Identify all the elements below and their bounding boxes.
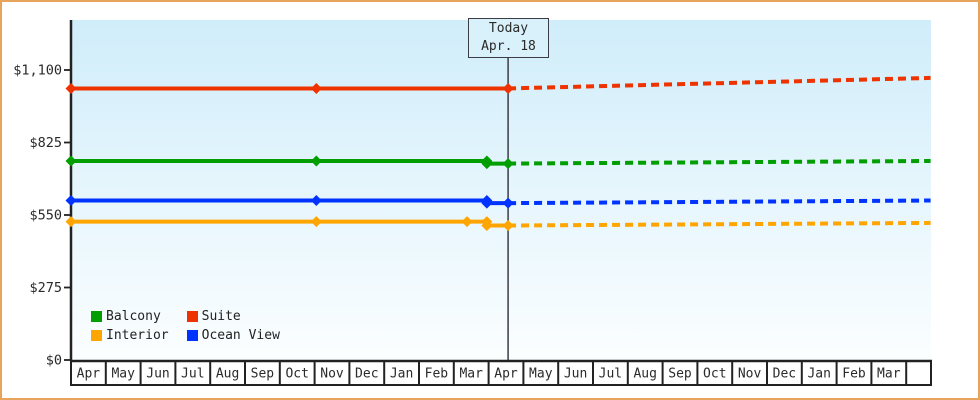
month-label: Mar bbox=[459, 367, 483, 382]
month-label: Oct bbox=[285, 367, 308, 382]
month-label: Feb bbox=[842, 367, 866, 382]
month-label: Jul bbox=[181, 367, 204, 382]
x-axis: Apr May Jun Jul Aug Sep Oct Nov Dec Jan Feb Mar Apr M… bbox=[70, 359, 932, 386]
month-label: Dec bbox=[355, 367, 378, 382]
data-point-diamond bbox=[310, 195, 322, 206]
legend-label-ocean-view: Ocean View bbox=[201, 328, 280, 343]
month-label: May bbox=[529, 367, 553, 382]
series-ocean-view bbox=[65, 195, 931, 209]
data-point-diamond bbox=[502, 158, 514, 170]
data-point-diamond bbox=[481, 220, 493, 232]
data-point-diamond bbox=[502, 197, 514, 209]
series-suite bbox=[65, 75, 931, 94]
month-label: Sep bbox=[251, 367, 275, 382]
legend: Balcony Suite Interior Ocean View bbox=[91, 309, 280, 343]
month-label: Dec bbox=[773, 367, 796, 382]
y-tick-label: $825 bbox=[29, 135, 62, 151]
month-label: Aug bbox=[633, 367, 656, 382]
month-label: Nov bbox=[320, 367, 344, 382]
suite-swatch-icon bbox=[186, 311, 198, 322]
legend-label-interior: Interior bbox=[106, 328, 169, 343]
legend-item-interior: Interior bbox=[91, 328, 169, 343]
today-label: Today bbox=[488, 21, 529, 36]
data-point-diamond bbox=[481, 197, 493, 209]
series-balcony bbox=[65, 155, 931, 170]
y-tick-label: $1,100 bbox=[13, 63, 62, 79]
legend-item-ocean-view: Ocean View bbox=[186, 328, 280, 343]
month-label: Jul bbox=[599, 367, 622, 382]
data-point-diamond bbox=[310, 155, 322, 167]
month-label: Mar bbox=[877, 367, 901, 382]
month-label: Oct bbox=[703, 367, 726, 382]
ocean-view-swatch-icon bbox=[186, 330, 198, 341]
y-tick-label: $0 bbox=[46, 353, 62, 369]
data-point-diamond bbox=[481, 158, 493, 170]
month-label: Apr bbox=[77, 367, 101, 382]
legend-label-balcony: Balcony bbox=[106, 309, 161, 324]
data-point-diamond bbox=[461, 216, 473, 228]
month-label: Jan bbox=[807, 367, 830, 382]
month-label: Sep bbox=[668, 367, 692, 382]
data-point-diamond bbox=[65, 82, 77, 94]
month-label: Jun bbox=[564, 367, 587, 382]
y-tick-label: $550 bbox=[29, 208, 62, 224]
month-label: May bbox=[111, 367, 135, 382]
balcony-swatch-icon bbox=[91, 311, 102, 322]
month-label: Aug bbox=[216, 367, 239, 382]
today-date: Apr. 18 bbox=[481, 39, 536, 54]
legend-item-balcony: Balcony bbox=[91, 309, 169, 324]
series-interior bbox=[65, 216, 931, 232]
data-point-diamond bbox=[310, 82, 322, 94]
interior-swatch-icon bbox=[91, 330, 102, 341]
data-point-diamond bbox=[65, 216, 77, 228]
legend-label-suite: Suite bbox=[201, 309, 241, 324]
data-point-diamond bbox=[502, 220, 514, 232]
today-annotation: Today Apr. 18 bbox=[468, 18, 549, 58]
data-point-diamond bbox=[310, 216, 322, 228]
data-point-diamond bbox=[65, 155, 77, 167]
plot-background bbox=[71, 20, 931, 360]
data-point-diamond bbox=[65, 195, 77, 206]
data-point-diamond bbox=[502, 82, 514, 94]
month-label: Jan bbox=[390, 367, 413, 382]
y-tick-label: $275 bbox=[29, 280, 62, 296]
y-axis: $0 $275 $550 $825 $1,100 bbox=[13, 20, 73, 369]
legend-item-suite: Suite bbox=[186, 309, 280, 324]
month-label: Feb bbox=[425, 367, 449, 382]
month-label: Nov bbox=[738, 367, 762, 382]
month-label: Apr bbox=[494, 367, 518, 382]
month-label: Jun bbox=[146, 367, 169, 382]
